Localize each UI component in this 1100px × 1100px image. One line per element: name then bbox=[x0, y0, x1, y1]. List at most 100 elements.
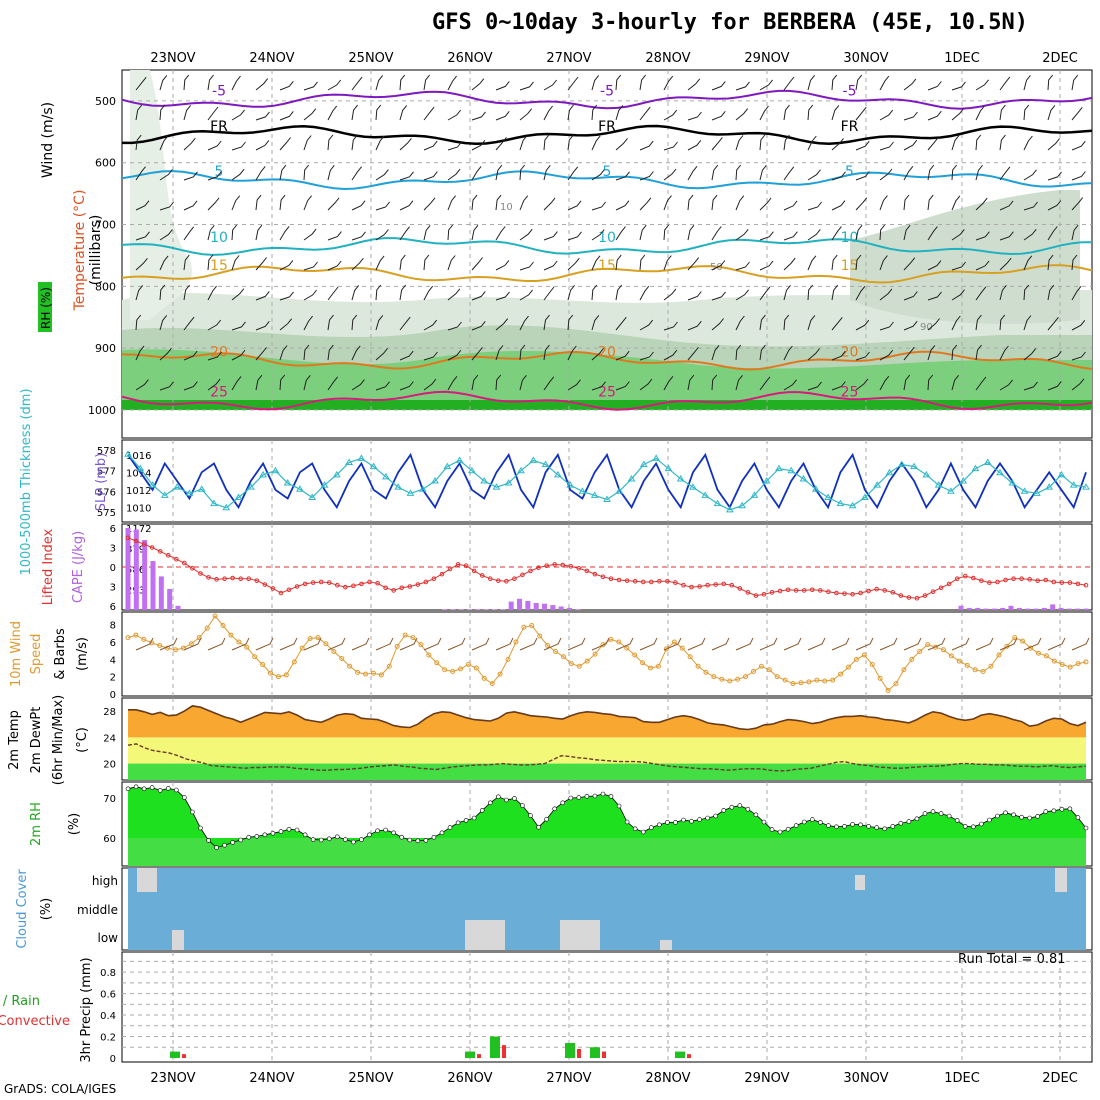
rh-point bbox=[270, 830, 276, 836]
wind-barb bbox=[735, 344, 742, 361]
wind-barb bbox=[471, 374, 479, 391]
li-tick-label: 3 bbox=[110, 583, 116, 594]
wind-barb bbox=[591, 201, 606, 211]
wind-barb bbox=[615, 74, 622, 91]
wind-barb bbox=[495, 291, 510, 301]
wind-barb bbox=[423, 351, 438, 361]
wind-barb bbox=[351, 166, 362, 181]
wind-barb bbox=[255, 194, 262, 211]
thickness-point bbox=[320, 481, 329, 488]
thickness-point bbox=[652, 454, 661, 461]
lifted-index-point bbox=[359, 581, 364, 587]
credit-label: GrADS: COLA/IGES bbox=[4, 1082, 117, 1096]
isotherm-label: 15 bbox=[210, 258, 228, 274]
lifted-index-point bbox=[302, 581, 308, 587]
wind-barb bbox=[687, 194, 694, 211]
lifted-index-axis-label: Lifted Index bbox=[41, 528, 56, 605]
wind-barb bbox=[663, 375, 674, 391]
wind-speed-point bbox=[323, 641, 329, 647]
li-tick-label: 6 bbox=[110, 524, 116, 535]
wind-speed-point bbox=[275, 674, 281, 680]
thickness-point bbox=[382, 472, 390, 480]
wind-barb bbox=[591, 284, 598, 301]
isotherm-label: 25 bbox=[841, 385, 859, 401]
rh2m-axis-label: 2m RH bbox=[29, 802, 44, 846]
wind-barb bbox=[903, 320, 918, 331]
wind-axis-label-c: & Barbs bbox=[53, 628, 68, 680]
wind-barb bbox=[1047, 200, 1062, 211]
wind-speed-point bbox=[212, 613, 218, 619]
cape-bar bbox=[966, 607, 972, 610]
wind-speed-point bbox=[220, 623, 226, 629]
wind-barb bbox=[711, 374, 718, 391]
wind-barb bbox=[447, 109, 462, 121]
thickness-point bbox=[885, 468, 894, 476]
wind-speed-point bbox=[790, 681, 796, 687]
thickness-point bbox=[394, 483, 403, 490]
wind-barb bbox=[231, 109, 245, 121]
cape-bar bbox=[533, 603, 539, 610]
rh-point bbox=[206, 838, 211, 843]
surface-wind-barb bbox=[375, 637, 394, 651]
cape-bar bbox=[1041, 607, 1047, 610]
lifted-index-point bbox=[842, 591, 847, 596]
wind-barb bbox=[327, 314, 334, 331]
thickness-point bbox=[529, 456, 538, 463]
wind-barb bbox=[807, 169, 821, 181]
wind-speed-point bbox=[687, 654, 693, 660]
rh-point bbox=[423, 838, 429, 843]
rh-point bbox=[367, 832, 372, 838]
wind-barb bbox=[903, 291, 918, 301]
rh-point bbox=[536, 824, 541, 830]
wind-barb bbox=[519, 135, 528, 151]
wind-speed-point bbox=[394, 643, 400, 649]
wind-barb bbox=[951, 374, 959, 391]
wind-barb bbox=[423, 224, 431, 241]
cloud-bar bbox=[560, 920, 600, 950]
wind-barb bbox=[1047, 316, 1059, 331]
wind-barb bbox=[903, 194, 910, 211]
lifted-index-point bbox=[246, 576, 252, 582]
rh-point bbox=[616, 803, 622, 809]
wind-barb bbox=[903, 111, 918, 121]
wind-axis-label: Wind (m/s) bbox=[40, 102, 56, 178]
wind-barb bbox=[303, 261, 318, 271]
wind-barb bbox=[279, 226, 290, 241]
cape-bar bbox=[175, 605, 181, 610]
wind-barb bbox=[303, 195, 312, 211]
lifted-index-point bbox=[399, 585, 405, 591]
rh-point bbox=[1083, 825, 1089, 831]
wind-barb bbox=[231, 168, 245, 181]
panel-frame-pr bbox=[121, 951, 1093, 1063]
wind-barb bbox=[567, 314, 574, 331]
thickness-point bbox=[689, 483, 697, 490]
wind-barb bbox=[1047, 74, 1054, 91]
rh-base-band bbox=[128, 838, 1086, 866]
wind-barb bbox=[687, 346, 699, 361]
cloud-bar bbox=[137, 868, 157, 892]
wind-barb bbox=[975, 79, 989, 91]
wind-barb bbox=[975, 314, 982, 331]
temp-axis-label-a: 2m Temp bbox=[7, 710, 22, 770]
wind-speed-point bbox=[537, 633, 543, 639]
wind-barb bbox=[639, 140, 654, 151]
wind-barb bbox=[807, 74, 815, 91]
cape-axis-label: CAPE (J/kg) bbox=[71, 531, 86, 603]
lifted-index-point bbox=[310, 580, 316, 585]
lifted-index-point bbox=[689, 584, 694, 590]
pressure-tick-label: 1000 bbox=[88, 404, 116, 417]
precip-total-bar bbox=[675, 1051, 685, 1058]
rh-point bbox=[1003, 810, 1008, 816]
thickness-point bbox=[750, 491, 759, 498]
lifted-index-point bbox=[801, 588, 807, 593]
wind-speed-point bbox=[584, 658, 590, 664]
precip-axis-label: 3hr Precip (mm) bbox=[79, 957, 94, 1062]
rh2m-unit-label: (%) bbox=[67, 813, 82, 836]
wind-speed-point bbox=[505, 656, 511, 662]
lifted-index-point bbox=[568, 564, 574, 569]
lifted-index-point bbox=[737, 586, 743, 591]
wind-barb bbox=[999, 76, 1011, 91]
lifted-index-point bbox=[439, 571, 445, 577]
thickness-point bbox=[983, 458, 992, 465]
cape-bar bbox=[975, 607, 981, 610]
